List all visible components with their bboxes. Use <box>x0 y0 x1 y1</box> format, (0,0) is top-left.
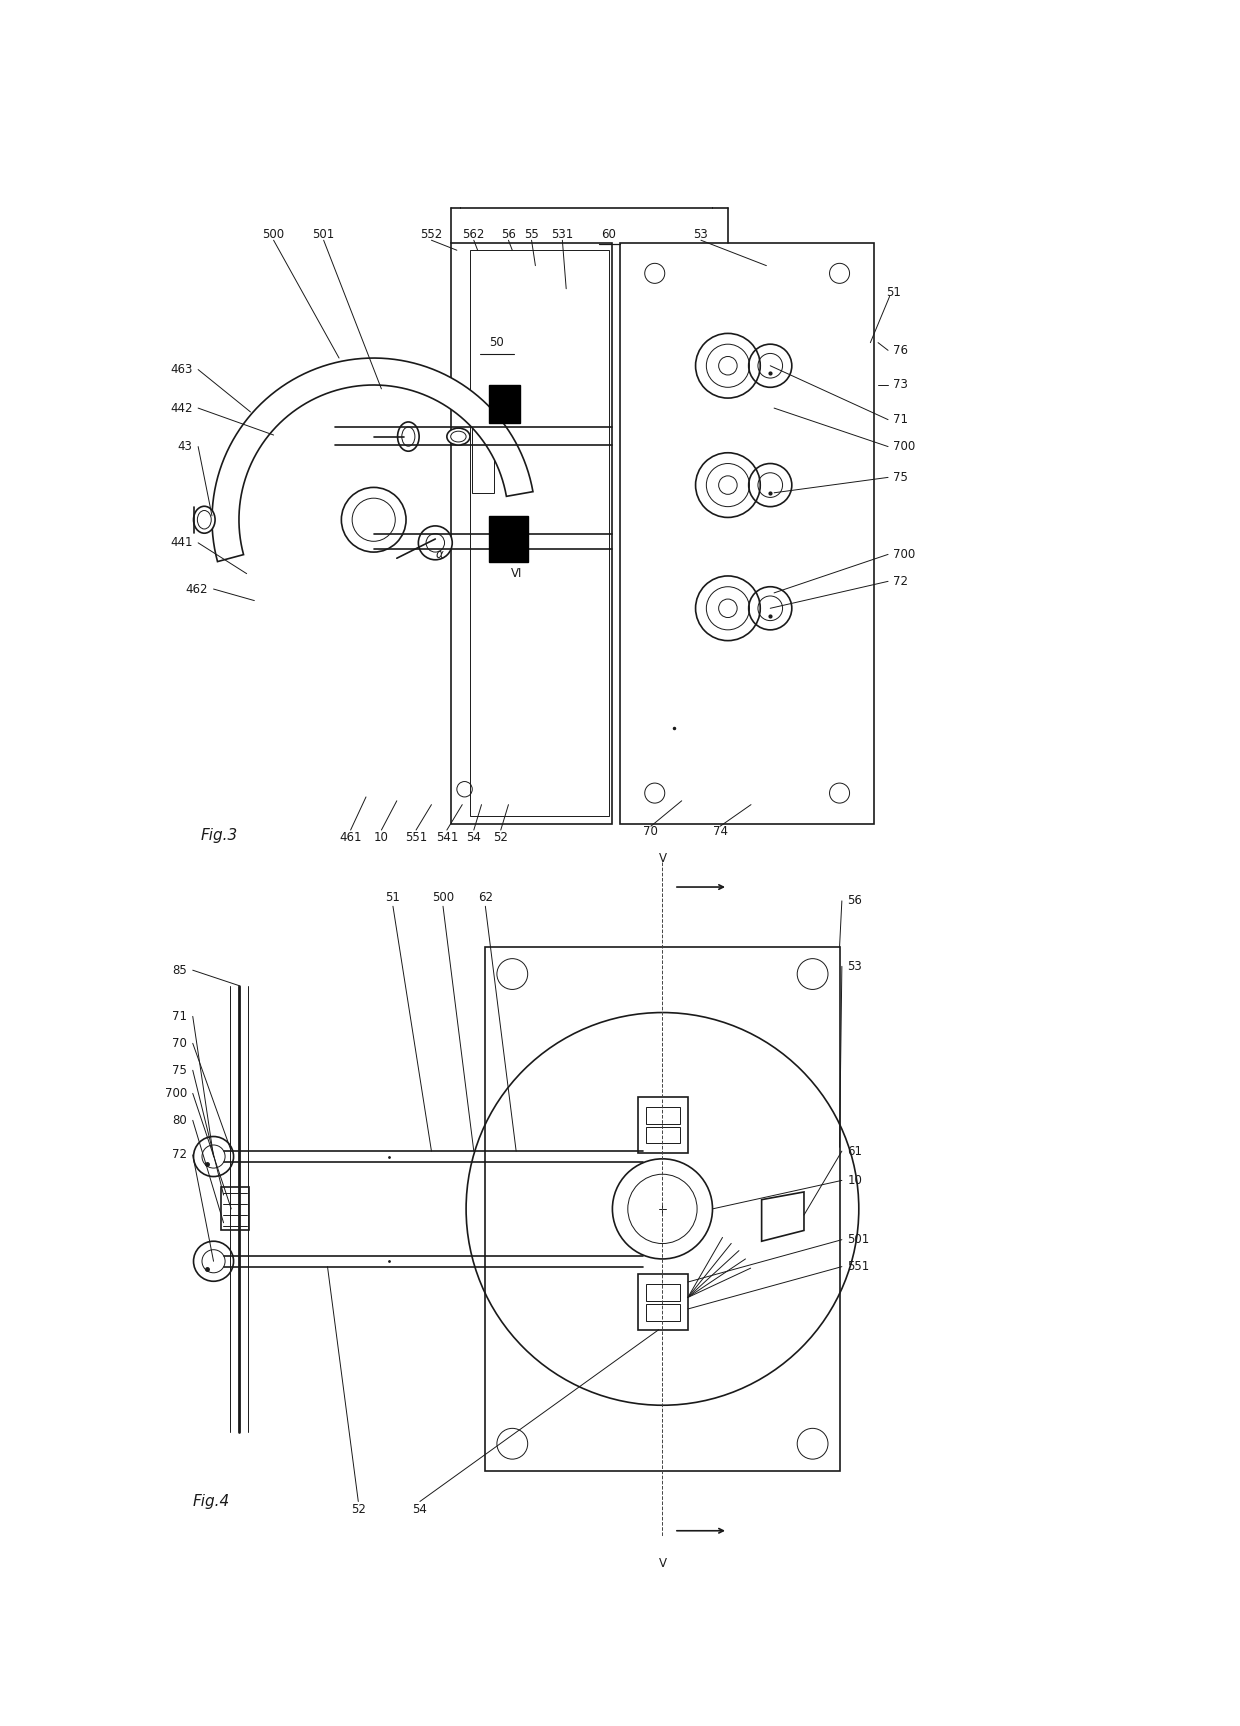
Text: 501: 501 <box>312 228 335 242</box>
Bar <box>485 948 839 1471</box>
Text: 551: 551 <box>405 832 427 844</box>
Text: 54: 54 <box>413 1503 428 1515</box>
Circle shape <box>341 487 405 552</box>
Text: 72: 72 <box>172 1148 187 1162</box>
Text: VI: VI <box>511 568 522 580</box>
Text: Fig.4: Fig.4 <box>192 1495 229 1509</box>
Circle shape <box>193 1241 233 1281</box>
Text: 62: 62 <box>477 891 492 903</box>
Text: 73: 73 <box>894 378 909 392</box>
Text: 55: 55 <box>525 228 539 242</box>
Text: 76: 76 <box>894 343 909 357</box>
Text: 463: 463 <box>170 362 192 376</box>
Text: 52: 52 <box>494 832 508 844</box>
Text: 52: 52 <box>351 1503 366 1515</box>
Text: 75: 75 <box>894 471 909 483</box>
Text: 51: 51 <box>386 891 401 903</box>
Text: 50: 50 <box>490 337 505 349</box>
Text: 70: 70 <box>172 1037 187 1049</box>
Bar <box>221 1187 249 1231</box>
Text: 552: 552 <box>420 228 443 242</box>
Ellipse shape <box>446 428 470 445</box>
Text: 461: 461 <box>340 832 362 844</box>
Text: 71: 71 <box>172 1010 187 1024</box>
Bar <box>490 385 520 423</box>
Text: 462: 462 <box>186 583 208 595</box>
Text: 700: 700 <box>165 1087 187 1099</box>
Ellipse shape <box>193 506 215 533</box>
Text: 541: 541 <box>435 832 458 844</box>
Text: 551: 551 <box>847 1260 869 1274</box>
Circle shape <box>193 1136 233 1177</box>
Text: 80: 80 <box>172 1113 187 1127</box>
Text: 531: 531 <box>552 228 573 242</box>
Text: 61: 61 <box>847 1144 862 1158</box>
Bar <box>646 1127 681 1143</box>
Bar <box>646 1108 681 1124</box>
Text: 700: 700 <box>894 440 915 454</box>
Bar <box>646 1284 681 1301</box>
Text: 75: 75 <box>172 1063 187 1077</box>
Bar <box>637 1274 688 1329</box>
Text: 51: 51 <box>887 287 901 299</box>
Polygon shape <box>212 357 533 561</box>
Text: 53: 53 <box>847 960 862 973</box>
Bar <box>472 423 494 494</box>
Text: V: V <box>658 1557 666 1569</box>
Text: Fig.3: Fig.3 <box>201 828 238 842</box>
Text: 700: 700 <box>894 547 915 561</box>
Text: 442: 442 <box>170 402 192 414</box>
Circle shape <box>418 526 453 559</box>
Text: 10: 10 <box>847 1174 862 1187</box>
Text: 70: 70 <box>644 825 658 839</box>
Text: 56: 56 <box>501 228 516 242</box>
Text: 72: 72 <box>894 575 909 589</box>
Text: 43: 43 <box>177 440 192 454</box>
Text: 85: 85 <box>172 963 187 977</box>
Text: α: α <box>435 547 443 561</box>
Text: 501: 501 <box>847 1232 869 1246</box>
Bar <box>490 516 528 563</box>
Text: 500: 500 <box>432 891 454 903</box>
Text: 441: 441 <box>170 537 192 549</box>
Text: 60: 60 <box>601 228 616 242</box>
Text: 10: 10 <box>374 832 389 844</box>
Bar <box>646 1303 681 1320</box>
Text: V: V <box>658 853 666 865</box>
Polygon shape <box>761 1193 804 1241</box>
Text: 562: 562 <box>463 228 485 242</box>
Text: 54: 54 <box>466 832 481 844</box>
Ellipse shape <box>398 421 419 450</box>
Text: 500: 500 <box>263 228 285 242</box>
Bar <box>637 1098 688 1153</box>
Text: 56: 56 <box>847 894 862 908</box>
Text: 71: 71 <box>894 413 909 426</box>
Text: 74: 74 <box>713 825 728 839</box>
Text: 53: 53 <box>693 228 708 242</box>
